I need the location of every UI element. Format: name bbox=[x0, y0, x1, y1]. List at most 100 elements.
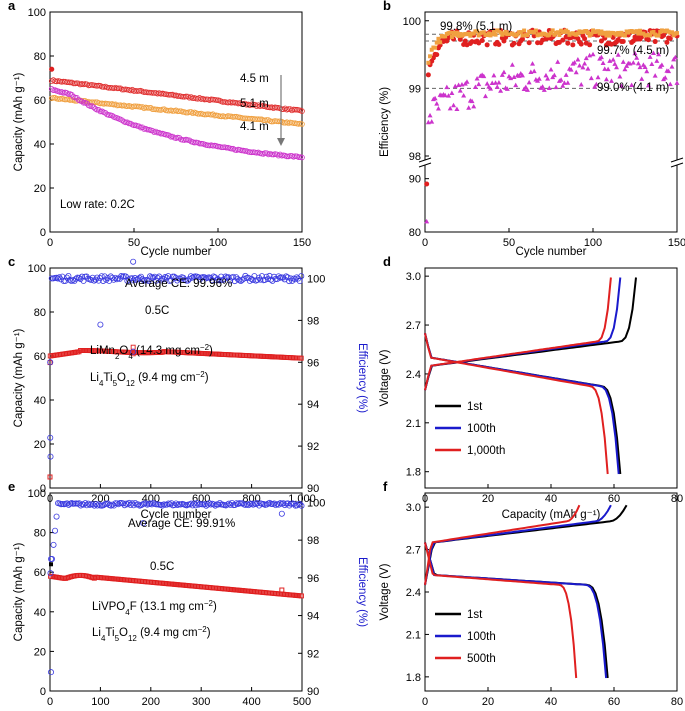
data-point bbox=[449, 90, 455, 96]
data-point bbox=[50, 541, 57, 548]
y-right-tick-label: 96 bbox=[307, 357, 319, 369]
data-point bbox=[89, 274, 96, 281]
data-point bbox=[550, 28, 555, 33]
data-point bbox=[427, 112, 433, 118]
data-point bbox=[266, 499, 273, 506]
data-point bbox=[171, 502, 178, 509]
data-point bbox=[201, 501, 208, 508]
y-tick-label: 20 bbox=[34, 439, 46, 451]
y-right-tick-label: 94 bbox=[307, 399, 319, 411]
data-point bbox=[91, 502, 98, 509]
data-point bbox=[62, 277, 69, 284]
data-point bbox=[449, 34, 454, 39]
data-point bbox=[125, 276, 132, 283]
data-point bbox=[249, 276, 256, 283]
data-point bbox=[476, 81, 482, 87]
capacity-series bbox=[48, 572, 304, 599]
series-4.1m bbox=[48, 86, 305, 161]
y-axis-label: Voltage (V) bbox=[379, 563, 391, 620]
efficiency-series bbox=[47, 499, 305, 577]
data-point bbox=[231, 278, 238, 285]
data-point bbox=[555, 30, 560, 35]
x-tick-label: 0 bbox=[422, 237, 428, 249]
data-point bbox=[543, 72, 549, 78]
data-point bbox=[656, 51, 662, 57]
data-point bbox=[540, 84, 546, 89]
data-point bbox=[136, 274, 143, 281]
data-point bbox=[139, 276, 146, 283]
data-point bbox=[558, 77, 564, 82]
first-point bbox=[49, 66, 55, 72]
data-point bbox=[622, 66, 628, 72]
data-point bbox=[172, 500, 179, 507]
data-point bbox=[139, 124, 146, 131]
data-point bbox=[163, 274, 170, 281]
data-point bbox=[596, 29, 601, 34]
y-tick-label: 100 bbox=[403, 16, 421, 28]
data-point bbox=[257, 276, 264, 283]
data-point bbox=[92, 99, 99, 105]
y-right-axis-label: Efficiency (%) bbox=[356, 557, 368, 627]
data-point bbox=[101, 273, 108, 280]
data-point bbox=[112, 274, 119, 281]
data-point bbox=[159, 349, 165, 355]
y-tick-label: 0 bbox=[40, 483, 46, 495]
data-point bbox=[553, 84, 559, 90]
data-point bbox=[129, 86, 136, 93]
data-point bbox=[157, 277, 164, 284]
x-tick-label: 80 bbox=[671, 696, 683, 708]
data-point bbox=[577, 63, 583, 68]
data-point bbox=[271, 500, 278, 507]
data-point bbox=[504, 86, 510, 91]
charge-curve-500th bbox=[424, 504, 581, 586]
data-point bbox=[284, 274, 291, 281]
data-point bbox=[541, 87, 547, 92]
data-point bbox=[610, 34, 616, 40]
data-point bbox=[154, 129, 161, 136]
data-point bbox=[177, 275, 184, 282]
data-point bbox=[464, 79, 470, 84]
data-point bbox=[523, 84, 529, 90]
data-point bbox=[561, 80, 567, 85]
first-point bbox=[49, 562, 54, 567]
data-point bbox=[95, 501, 102, 508]
x-tick-label: 150 bbox=[293, 237, 311, 249]
data-point bbox=[228, 145, 235, 152]
data-point bbox=[630, 60, 636, 65]
y-tick-label: 100 bbox=[28, 7, 46, 19]
data-point bbox=[524, 87, 530, 92]
data-point bbox=[227, 501, 234, 508]
data-point bbox=[290, 500, 297, 507]
data-point bbox=[257, 116, 263, 123]
data-point bbox=[66, 277, 73, 284]
outlier-point bbox=[140, 520, 147, 527]
y-tick-label: 20 bbox=[34, 646, 46, 658]
data-point bbox=[572, 59, 578, 65]
x-tick-label: 60 bbox=[608, 493, 620, 505]
data-point bbox=[147, 273, 154, 280]
data-point bbox=[481, 30, 486, 35]
y-right-tick-label: 96 bbox=[307, 573, 319, 585]
data-point bbox=[493, 80, 499, 85]
data-point bbox=[614, 64, 620, 70]
data-point bbox=[607, 58, 613, 63]
label-99.0: 99.0% (4.1 m) bbox=[597, 82, 669, 94]
y-right-tick-label: 94 bbox=[307, 611, 319, 623]
data-point bbox=[432, 95, 438, 101]
data-point bbox=[89, 103, 95, 109]
data-point bbox=[188, 109, 194, 115]
x-axis-label: Cycle number bbox=[141, 509, 212, 521]
data-point bbox=[225, 274, 232, 281]
data-point bbox=[448, 30, 453, 35]
data-point bbox=[667, 36, 673, 42]
data-point bbox=[461, 92, 467, 98]
y-tick-label: 100 bbox=[28, 488, 46, 500]
data-point bbox=[151, 273, 158, 280]
y-tick-label: 90 bbox=[409, 174, 421, 186]
data-point bbox=[526, 79, 532, 85]
capacity-series bbox=[47, 348, 304, 361]
x-tick-label: 0 bbox=[422, 696, 428, 708]
legend-label: 1,000th bbox=[467, 445, 505, 457]
data-point bbox=[666, 68, 672, 74]
data-point bbox=[617, 73, 623, 79]
